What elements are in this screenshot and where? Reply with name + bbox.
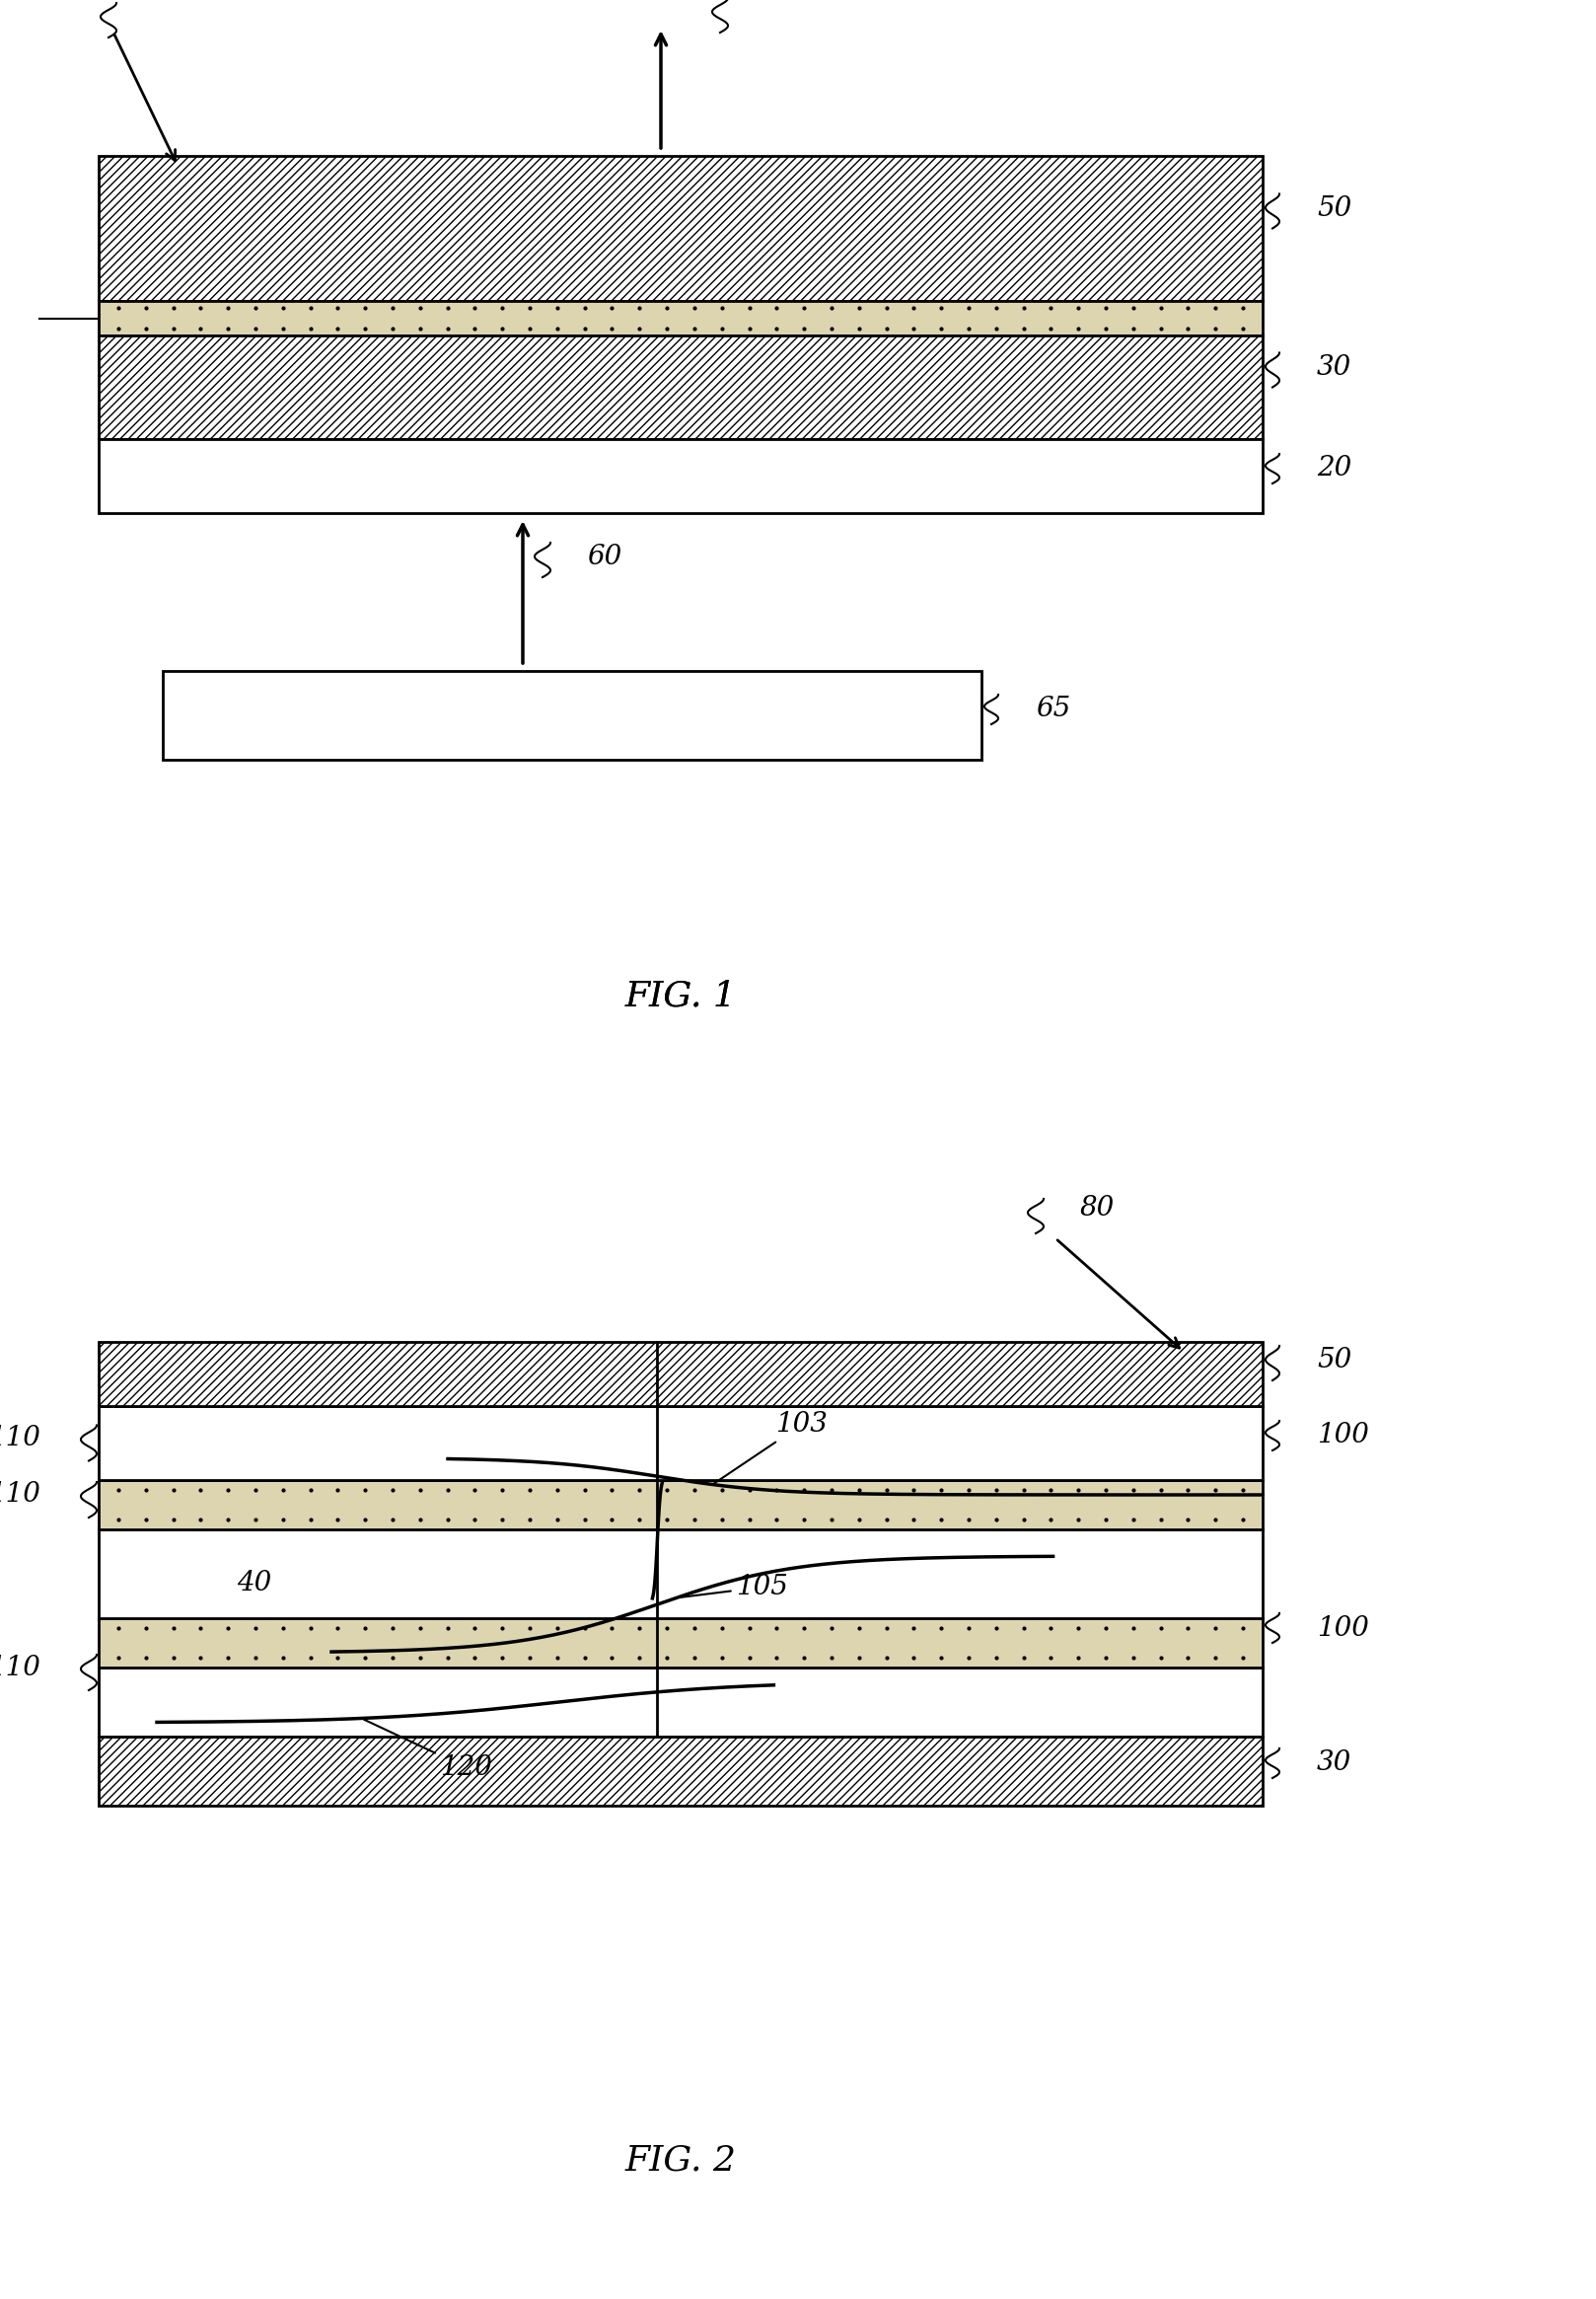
Text: 50: 50 [1317, 195, 1352, 223]
Bar [99, 156, 1262, 301]
Text: 110: 110 [0, 1425, 41, 1451]
Bar [99, 301, 1262, 336]
Bar [99, 439, 1262, 513]
Text: 120: 120 [364, 1720, 493, 1782]
Bar [99, 336, 1262, 439]
Text: 100: 100 [1317, 1423, 1369, 1448]
Text: 60: 60 [587, 545, 622, 570]
Bar [99, 1481, 1262, 1529]
Text: 20: 20 [1317, 455, 1352, 483]
Text: 30: 30 [1317, 354, 1352, 382]
Bar [99, 1343, 1262, 1407]
Bar [99, 1343, 1262, 1407]
Bar [99, 1407, 1262, 1481]
Bar [99, 156, 1262, 301]
Text: FIG. 1: FIG. 1 [626, 979, 736, 1014]
Bar [99, 1736, 1262, 1805]
Text: FIG. 2: FIG. 2 [626, 2145, 736, 2177]
Text: 110: 110 [0, 1655, 41, 1681]
Text: 103: 103 [713, 1412, 828, 1483]
Text: 50: 50 [1317, 1347, 1352, 1375]
Text: 30: 30 [1317, 1750, 1352, 1777]
Bar [99, 1736, 1262, 1805]
Bar [99, 1618, 1262, 1667]
Bar [163, 671, 982, 759]
Bar [99, 336, 1262, 439]
Bar [99, 1529, 1262, 1618]
Text: 40: 40 [236, 1570, 271, 1596]
Text: 100: 100 [1317, 1614, 1369, 1641]
Text: 80: 80 [1080, 1195, 1116, 1223]
Text: FIG. 1: FIG. 1 [626, 979, 736, 1014]
Text: 105: 105 [680, 1575, 788, 1600]
Text: 110: 110 [0, 1481, 41, 1508]
Bar [99, 1667, 1262, 1736]
Text: 65: 65 [1036, 697, 1071, 722]
